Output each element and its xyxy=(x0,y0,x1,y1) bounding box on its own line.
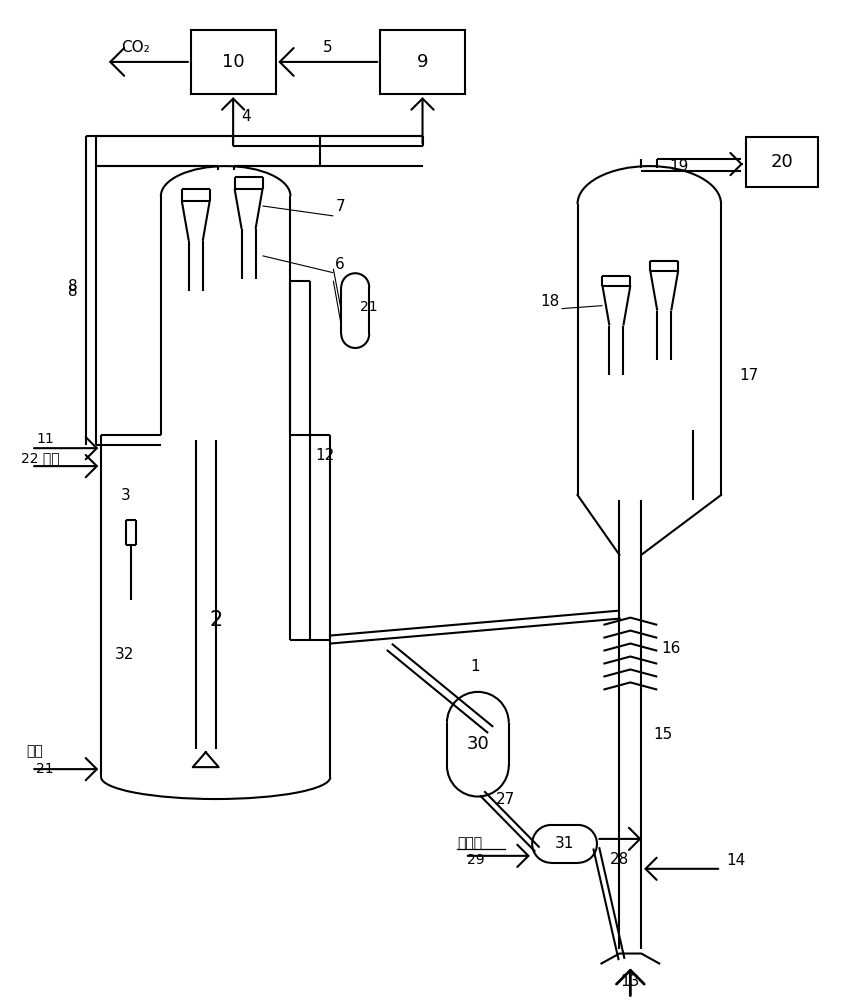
Text: 14: 14 xyxy=(726,853,746,868)
Text: 16: 16 xyxy=(661,641,680,656)
Text: 12: 12 xyxy=(316,448,335,463)
Text: 4: 4 xyxy=(241,109,251,124)
Text: 10: 10 xyxy=(222,53,244,71)
Text: 3: 3 xyxy=(121,488,131,503)
Text: 水蒸汽: 水蒸汽 xyxy=(457,836,482,850)
Text: 1: 1 xyxy=(470,659,480,674)
Bar xyxy=(746,137,818,187)
Text: 17: 17 xyxy=(739,368,759,383)
Text: 13: 13 xyxy=(621,974,640,989)
Text: 9: 9 xyxy=(417,53,428,71)
Text: 30: 30 xyxy=(466,735,489,753)
Text: 11: 11 xyxy=(36,432,54,446)
Bar xyxy=(191,30,275,94)
Bar xyxy=(380,30,465,94)
Text: 21: 21 xyxy=(360,300,378,314)
Text: 21: 21 xyxy=(36,762,54,776)
Text: 8: 8 xyxy=(68,284,78,299)
Text: 15: 15 xyxy=(654,727,673,742)
Text: 6: 6 xyxy=(335,257,345,272)
Text: 8: 8 xyxy=(68,279,78,294)
Text: 29: 29 xyxy=(467,853,484,867)
Text: 7: 7 xyxy=(335,199,345,214)
Text: 32: 32 xyxy=(115,647,134,662)
Text: CO₂: CO₂ xyxy=(121,40,150,55)
Text: 31: 31 xyxy=(555,836,574,851)
Text: 5: 5 xyxy=(323,40,333,55)
Text: 27: 27 xyxy=(495,792,515,807)
Text: 22 氧气: 22 氧气 xyxy=(22,451,60,465)
Text: 28: 28 xyxy=(610,852,629,867)
Text: 氧气: 氧气 xyxy=(27,744,43,758)
Text: 18: 18 xyxy=(540,294,560,309)
Text: 19: 19 xyxy=(669,159,689,174)
Text: 20: 20 xyxy=(771,153,793,171)
Text: 2: 2 xyxy=(209,610,223,630)
